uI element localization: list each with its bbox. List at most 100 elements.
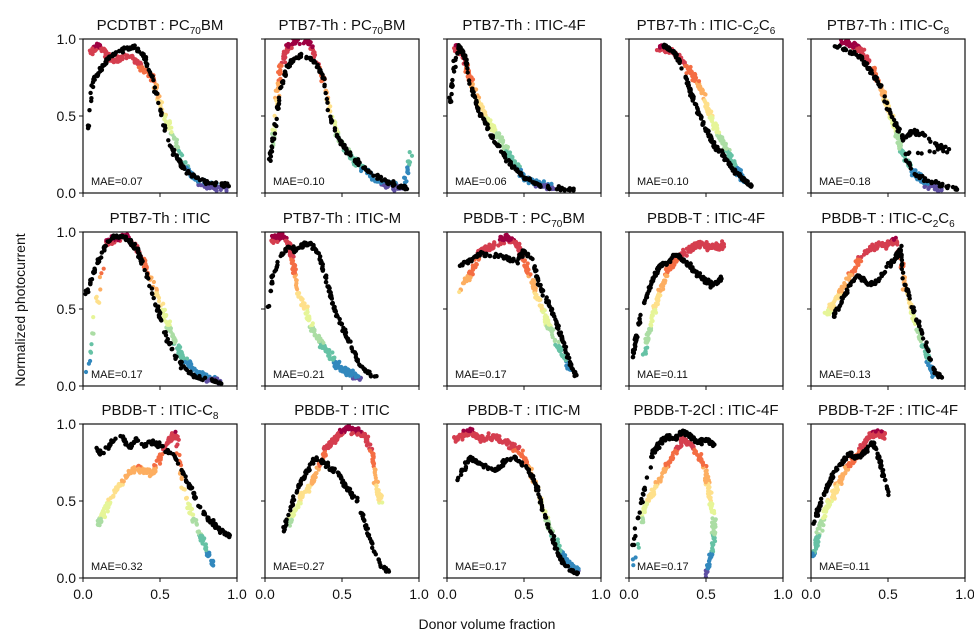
predicted-point: [331, 356, 336, 361]
predicted-point: [204, 548, 209, 553]
measured-point: [178, 158, 183, 164]
measured-point: [899, 257, 905, 263]
measured-point: [927, 356, 932, 361]
measured-point: [926, 178, 931, 183]
predicted-point: [642, 351, 647, 356]
predicted-point: [559, 348, 564, 353]
measured-point: [213, 379, 219, 384]
measured-point: [391, 182, 396, 187]
measured-point: [704, 127, 709, 132]
measured-point: [175, 156, 180, 161]
predicted-point: [271, 239, 276, 244]
predicted-point: [98, 287, 103, 292]
predicted-point: [537, 303, 542, 308]
measured-point: [134, 436, 139, 441]
panel-points: [447, 43, 576, 193]
measured-point: [507, 162, 512, 167]
predicted-point: [724, 146, 729, 151]
measured-point: [399, 183, 404, 188]
measured-point: [175, 461, 181, 466]
measured-point: [313, 60, 318, 65]
predicted-point: [310, 323, 315, 328]
measured-point: [899, 263, 905, 268]
predicted-point: [706, 112, 711, 117]
measured-point: [139, 261, 144, 266]
predicted-point: [110, 494, 115, 499]
predicted-point: [696, 79, 702, 84]
predicted-point: [502, 241, 507, 246]
predicted-point: [175, 434, 180, 439]
measured-point: [677, 58, 682, 64]
predicted-point: [480, 105, 485, 110]
measured-point: [166, 138, 171, 143]
measured-point: [544, 295, 549, 300]
panel-title: PBDB-T : ITIC-4F: [647, 210, 765, 227]
predicted-point: [826, 312, 831, 317]
measured-point: [163, 333, 169, 338]
measured-point: [174, 457, 179, 463]
measured-point: [668, 259, 673, 265]
measured-point: [325, 100, 330, 105]
predicted-point: [717, 136, 722, 141]
measured-point: [110, 439, 116, 444]
measured-point: [693, 102, 699, 107]
measured-point: [708, 279, 714, 284]
measured-point: [856, 54, 861, 60]
measured-point: [457, 47, 462, 52]
y-tick-label: 1.0: [57, 416, 77, 432]
measured-point: [143, 60, 148, 65]
panel-points: [630, 239, 727, 360]
predicted-point: [99, 519, 104, 525]
measured-point: [534, 181, 540, 186]
measured-point: [692, 268, 697, 273]
predicted-point: [348, 371, 353, 376]
measured-point: [943, 144, 948, 149]
measured-point: [897, 247, 902, 252]
predicted-point: [699, 240, 705, 245]
measured-point: [275, 259, 280, 265]
measured-point: [573, 371, 578, 377]
measured-point: [136, 247, 141, 253]
predicted-point: [833, 296, 838, 301]
measured-point: [887, 107, 892, 112]
predicted-point: [851, 45, 856, 50]
measured-point: [493, 251, 498, 257]
measured-point: [879, 83, 884, 88]
measured-point: [193, 175, 199, 180]
predicted-point: [457, 289, 462, 295]
mae-label: MAE=0.21: [273, 369, 325, 381]
measured-point: [835, 45, 840, 50]
measured-point: [143, 443, 149, 449]
predicted-point: [470, 263, 475, 268]
measured-point: [563, 344, 569, 350]
predicted-point: [283, 238, 288, 243]
measured-point: [471, 93, 477, 98]
predicted-point: [210, 562, 215, 568]
predicted-point: [203, 543, 208, 548]
measured-point: [451, 58, 456, 64]
predicted-point: [406, 159, 411, 164]
predicted-point: [663, 273, 668, 278]
predicted-point: [710, 119, 715, 124]
predicted-point: [556, 339, 561, 345]
measured-point: [104, 59, 109, 64]
predicted-point: [665, 269, 671, 274]
measured-point: [836, 307, 841, 312]
measured-point: [155, 91, 160, 96]
measured-point: [118, 433, 123, 439]
predicted-point: [207, 550, 212, 555]
predicted-point: [143, 467, 148, 472]
measured-point: [899, 243, 904, 249]
predicted-point: [194, 522, 199, 527]
measured-point: [129, 242, 134, 248]
predicted-point: [287, 252, 292, 257]
predicted-point: [94, 294, 99, 299]
predicted-point: [656, 298, 661, 303]
measured-point: [920, 336, 926, 341]
predicted-point: [524, 264, 530, 269]
measured-point: [344, 151, 349, 156]
predicted-point: [142, 69, 148, 74]
measured-point: [463, 60, 468, 66]
predicted-point: [281, 52, 286, 57]
measured-point: [744, 178, 749, 184]
